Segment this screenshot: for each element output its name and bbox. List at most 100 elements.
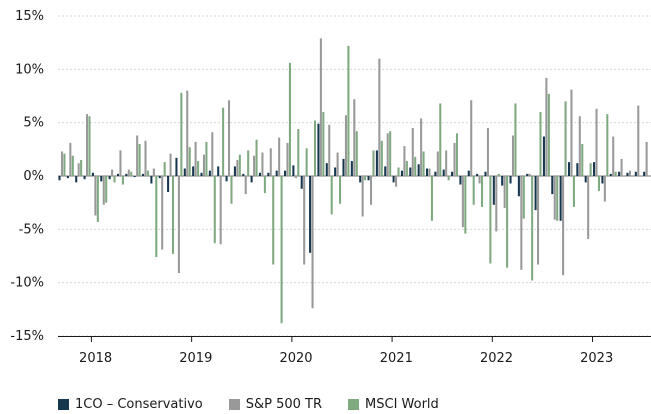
y-tick-label: 0% <box>23 169 44 184</box>
x-tick-label: 2020 <box>279 351 312 366</box>
bar <box>275 170 278 176</box>
bar <box>553 176 556 220</box>
bar <box>230 176 233 204</box>
bar <box>286 142 289 176</box>
bar <box>317 123 320 176</box>
bar <box>339 176 342 204</box>
bar <box>238 154 241 176</box>
bar <box>364 176 367 181</box>
bar <box>200 172 203 176</box>
bar <box>167 176 170 192</box>
bar <box>587 176 590 239</box>
bar <box>411 128 414 176</box>
bar <box>121 176 124 185</box>
bar <box>138 144 141 176</box>
bar <box>534 176 537 211</box>
bar <box>250 176 253 183</box>
bar <box>528 173 531 176</box>
bar <box>96 176 99 222</box>
legend-swatch-1co <box>58 398 69 410</box>
bar <box>192 166 195 176</box>
bar <box>497 173 500 176</box>
bar <box>77 163 80 176</box>
y-tick-label: 15% <box>15 9 44 24</box>
bar <box>325 163 328 176</box>
bar <box>470 100 473 176</box>
bar <box>637 105 640 176</box>
bar <box>359 176 362 183</box>
bar <box>194 141 197 176</box>
bar <box>531 176 534 281</box>
bar <box>342 158 345 176</box>
bar <box>177 176 180 274</box>
bar <box>597 176 600 191</box>
bar <box>180 92 183 176</box>
bar <box>380 140 383 176</box>
bar <box>211 132 214 176</box>
bar <box>492 176 495 205</box>
legend-item-1co: 1CO – Conservativo <box>58 397 203 412</box>
bar <box>158 176 161 179</box>
bar <box>430 176 433 221</box>
legend-swatch-sp500 <box>228 398 240 410</box>
bar <box>417 164 420 176</box>
bar <box>213 176 216 244</box>
bar <box>481 176 484 207</box>
legend-label-msci: MSCI World <box>365 396 439 412</box>
bar <box>392 176 395 183</box>
bar <box>451 171 454 176</box>
bar <box>400 170 403 176</box>
bar <box>186 90 189 176</box>
bar <box>447 176 450 181</box>
y-tick-label: 5% <box>23 116 44 131</box>
bar <box>570 89 573 176</box>
y-tick-label: -5% <box>19 222 44 237</box>
bar <box>146 170 149 176</box>
bar <box>205 141 208 176</box>
legend-label-1co: 1CO – Conservativo <box>75 396 203 412</box>
bar <box>136 135 139 176</box>
bar <box>618 171 621 176</box>
bar <box>225 176 228 182</box>
bar <box>369 176 373 205</box>
bar <box>278 137 281 176</box>
bar <box>484 171 487 176</box>
bar <box>455 133 459 176</box>
bar <box>305 148 308 176</box>
bar <box>495 176 498 232</box>
bar <box>130 171 133 176</box>
x-tick-label: 2022 <box>480 351 513 366</box>
bar <box>556 176 559 221</box>
bar <box>169 153 172 176</box>
x-tick-label: 2021 <box>380 351 413 366</box>
bar <box>589 163 592 176</box>
bar <box>127 169 130 176</box>
bar <box>409 167 412 176</box>
bar <box>551 176 554 195</box>
bar <box>269 148 272 176</box>
bar <box>576 163 579 176</box>
bar <box>227 100 231 176</box>
bar <box>300 176 303 189</box>
bar <box>155 176 158 258</box>
bar <box>384 166 387 176</box>
legend-item-msci: MSCI World <box>348 397 439 412</box>
bar <box>503 176 506 208</box>
x-axis-labels: 2018 2019 2020 2021 2022 2023 <box>79 351 613 366</box>
bar <box>100 176 103 182</box>
x-axis-ticks <box>90 336 594 342</box>
bar <box>303 176 306 265</box>
bar <box>634 171 637 176</box>
bar <box>150 176 153 184</box>
bar <box>258 172 261 176</box>
y-tick-label: -10% <box>10 276 44 291</box>
bar <box>297 129 300 176</box>
bar <box>526 173 529 176</box>
bar <box>319 38 322 177</box>
bar <box>372 150 375 176</box>
bar <box>547 93 550 176</box>
bar <box>111 169 114 176</box>
bar <box>403 146 406 176</box>
bar <box>322 112 325 176</box>
